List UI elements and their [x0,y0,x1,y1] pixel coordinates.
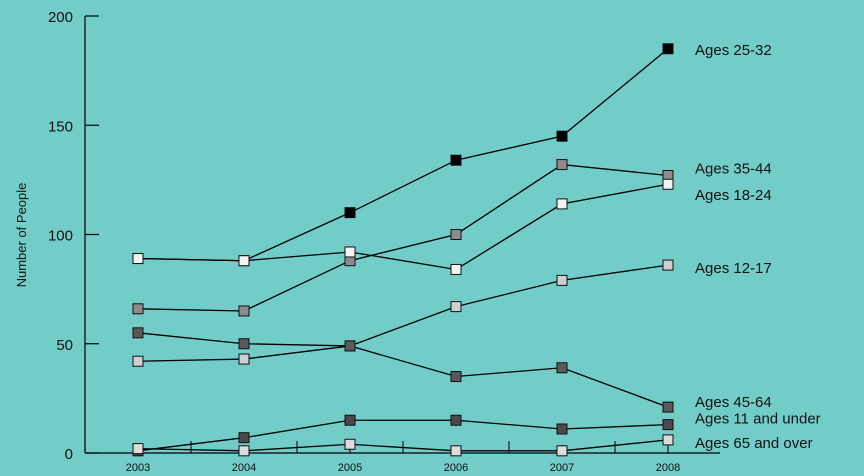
data-point-ages-45-64 [344,340,356,352]
y-tick-label: 50 [56,337,73,354]
series-line-ages-11-and-under [137,419,669,452]
data-point-ages-25-32 [556,130,568,142]
data-point-ages-12-17 [450,301,462,313]
data-point-ages-11-and-under [662,419,674,431]
data-point-ages-45-64 [662,401,674,413]
y-tick-label: 100 [48,228,73,245]
x-tick-label: 2004 [232,462,256,474]
data-point-ages-25-32 [662,43,674,55]
series-label-ages-18-24: Ages 18-24 [695,187,772,204]
data-point-ages-18-24 [132,253,144,265]
data-point-ages-18-24 [662,178,674,190]
series-markers [132,43,674,457]
data-point-ages-25-32 [344,207,356,219]
data-point-ages-25-32 [450,154,462,166]
y-tick-label: 200 [48,9,73,26]
data-point-ages-65-and-over [450,445,462,457]
data-point-ages-18-24 [238,255,250,267]
series-label-ages-12-17: Ages 12-17 [695,260,772,277]
data-point-ages-11-and-under [556,423,568,435]
series-line-ages-45-64 [137,332,669,408]
series-line-ages-12-17 [137,264,669,362]
x-tick-label: 2003 [126,462,150,474]
data-point-ages-45-64 [132,327,144,339]
y-axis-label: Number of People [14,183,29,288]
data-point-ages-11-and-under [238,432,250,444]
data-point-ages-12-17 [662,259,674,271]
series-line-ages-65-and-over [137,439,669,452]
data-point-ages-35-44 [132,303,144,315]
series-label-ages-11-and-under: Ages 11 and under [695,411,821,428]
data-point-ages-45-64 [450,371,462,383]
data-point-ages-12-17 [238,353,250,365]
data-point-ages-35-44 [450,229,462,240]
series-label-ages-25-32: Ages 25-32 [695,42,772,59]
series-label-ages-45-64: Ages 45-64 [695,394,772,411]
data-point-ages-65-and-over [238,445,250,457]
data-point-ages-35-44 [556,159,568,171]
data-point-ages-65-and-over [556,445,568,457]
x-tick-label: 2006 [444,462,468,474]
series-label-ages-35-44: Ages 35-44 [695,161,772,178]
series-labels: Ages 25-32 Ages 35-44 Ages 18-24 Ages 12-17… [695,42,821,452]
series-lines [137,48,669,452]
data-point-ages-18-24 [344,246,356,258]
data-point-ages-65-and-over [662,434,674,446]
data-point-ages-12-17 [132,355,144,367]
data-point-ages-45-64 [556,362,568,374]
y-tick-label: 0 [65,446,73,463]
x-tick-label: 2005 [338,462,362,474]
series-line-ages-18-24 [137,183,669,271]
x-tick-label: 2007 [550,462,574,474]
data-point-ages-18-24 [450,263,462,275]
data-point-ages-65-and-over [344,438,356,450]
y-tick-label: 150 [48,118,73,135]
data-point-ages-18-24 [556,198,568,210]
data-point-ages-11-and-under [344,414,356,426]
series-line-ages-25-32 [137,48,669,262]
data-point-ages-35-44 [238,305,250,317]
data-point-ages-65-and-over [132,443,144,455]
axes: 0 50 100 150 200 2003 2004 2005 2006 2007 2008 [48,9,720,474]
series-line-ages-35-44 [137,163,669,312]
data-point-ages-11-and-under [450,414,462,426]
x-tick-label: 2008 [656,462,680,474]
data-point-ages-45-64 [238,338,250,350]
series-label-ages-65-and-over: Ages 65 and over [695,435,813,452]
data-point-ages-12-17 [556,274,568,286]
